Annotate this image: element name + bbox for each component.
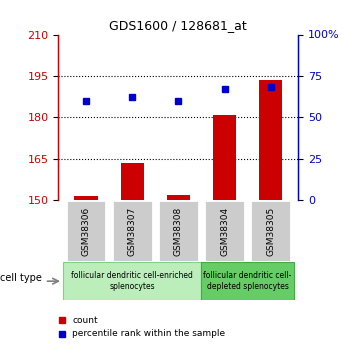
Bar [74,196,97,200]
Bar [63,262,201,300]
Text: GSM38307: GSM38307 [128,207,137,256]
Text: GSM38306: GSM38306 [82,207,91,256]
Bar [112,200,153,262]
Bar [158,200,199,262]
Text: GSM38305: GSM38305 [266,207,275,256]
Bar [66,200,106,262]
Bar [259,80,282,200]
Text: follicular dendritic cell-
depleted splenocytes: follicular dendritic cell- depleted sple… [203,272,292,291]
Bar [121,163,144,200]
Text: count: count [72,316,98,325]
Text: GSM38304: GSM38304 [220,207,229,256]
Bar [213,115,236,200]
Bar [204,200,245,262]
Text: follicular dendritic cell-enriched
splenocytes: follicular dendritic cell-enriched splen… [71,272,193,291]
Text: GSM38308: GSM38308 [174,207,183,256]
Title: GDS1600 / 128681_at: GDS1600 / 128681_at [109,19,247,32]
Bar [201,262,294,300]
Text: cell type: cell type [0,273,42,283]
Bar [250,200,291,262]
Bar [167,195,190,200]
Text: percentile rank within the sample: percentile rank within the sample [72,329,225,338]
